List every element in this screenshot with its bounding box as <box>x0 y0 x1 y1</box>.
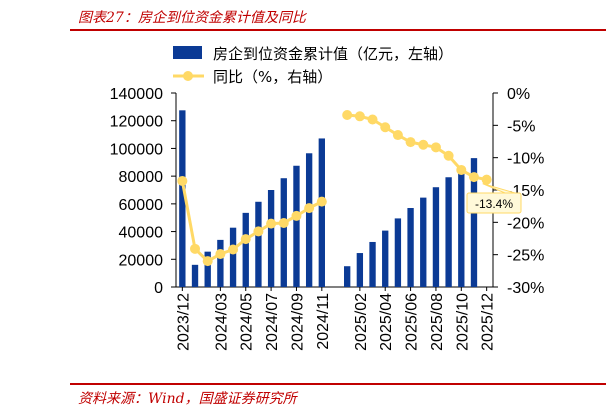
bar <box>318 138 325 287</box>
x-tick-label: 2024/09 <box>289 293 306 351</box>
y-left-tick-label: 120000 <box>110 114 163 131</box>
bar <box>445 177 452 287</box>
bar <box>369 241 376 287</box>
x-tick-label: 2025/12 <box>480 293 497 351</box>
yoy-line-segment <box>180 180 323 263</box>
x-tick-label: 2025/08 <box>429 293 446 351</box>
yoy-point <box>177 175 188 186</box>
y-left-tick-label: 80000 <box>119 169 164 186</box>
bar <box>420 197 427 287</box>
yoy-point <box>443 150 454 161</box>
yoy-point <box>430 142 441 153</box>
legend-line-marker <box>183 71 193 81</box>
bar <box>470 158 478 287</box>
legend-bar-swatch <box>173 46 202 59</box>
bar <box>432 187 440 287</box>
yoy-point <box>456 164 467 175</box>
y-left-tick-label: 20000 <box>119 252 164 269</box>
bar <box>179 110 186 287</box>
bar <box>458 167 465 287</box>
caption-rule <box>70 29 606 31</box>
y-left-tick-label: 100000 <box>110 141 163 158</box>
bar <box>204 251 211 287</box>
bar <box>407 208 414 287</box>
yoy-point <box>291 210 302 221</box>
bar <box>267 190 275 287</box>
yoy-point <box>253 226 264 237</box>
yoy-point <box>405 137 416 148</box>
bar <box>394 218 402 287</box>
yoy-point <box>304 203 315 214</box>
x-tick-label: 2024/03 <box>213 293 230 351</box>
yoy-point <box>202 256 213 267</box>
yoy-point <box>481 174 492 185</box>
yoy-point <box>190 243 201 254</box>
y-left-tick-label: 140000 <box>110 86 163 103</box>
y-right-tick-label: -25% <box>507 248 544 265</box>
y-left-tick-label: 0 <box>154 280 163 297</box>
y-right-tick-label: -20% <box>507 215 544 232</box>
x-tick-label: 2024/07 <box>264 293 281 351</box>
yoy-point <box>468 172 479 183</box>
bar <box>305 153 313 287</box>
x-tick-label: 2025/04 <box>378 293 395 351</box>
yoy-point <box>278 217 289 228</box>
legend-line-label: 同比（%，右轴） <box>213 68 332 86</box>
x-tick-label: 2024/11 <box>315 293 332 350</box>
yoy-point <box>228 244 239 255</box>
yoy-point <box>380 122 391 133</box>
bar <box>280 178 287 287</box>
bar <box>242 212 249 287</box>
yoy-point <box>316 196 327 207</box>
y-right-tick-label: -10% <box>507 151 544 168</box>
bar <box>293 165 300 287</box>
y-left-tick-label: 60000 <box>119 197 164 214</box>
yoy-point <box>240 234 251 245</box>
yoy-point <box>392 130 403 141</box>
x-tick-label: 2025/06 <box>404 293 421 351</box>
bar <box>191 264 199 287</box>
yoy-point <box>266 218 277 229</box>
bar <box>356 253 364 287</box>
yoy-point <box>418 139 429 150</box>
bar <box>344 266 351 287</box>
x-tick-label: 2023/12 <box>175 293 192 351</box>
annotation-box <box>466 192 522 214</box>
bar <box>229 227 237 287</box>
figure-caption: 图表27：房企到位资金累计值及同比 <box>78 10 306 26</box>
source-note: 资料来源：Wind，国盛证券研究所 <box>78 391 297 407</box>
x-tick-label: 2025/10 <box>454 293 471 351</box>
bar <box>382 230 389 287</box>
yoy-point <box>367 114 378 125</box>
x-tick-label: 2025/02 <box>353 293 370 351</box>
bar <box>217 239 224 287</box>
yoy-point <box>342 109 353 120</box>
y-right-tick-label: -5% <box>507 118 535 135</box>
yoy-point <box>354 111 365 122</box>
y-right-tick-label: -30% <box>507 280 544 297</box>
annotation-label: -13.4% <box>475 197 513 211</box>
x-tick-label: 2024/05 <box>239 293 256 351</box>
legend-bar-label: 房企到位资金累计值（亿元，左轴） <box>213 45 453 63</box>
yoy-point <box>215 249 226 260</box>
y-right-tick-label: 0% <box>507 86 530 103</box>
y-left-tick-label: 40000 <box>119 225 164 242</box>
source-rule <box>70 383 606 385</box>
bar <box>255 201 262 287</box>
